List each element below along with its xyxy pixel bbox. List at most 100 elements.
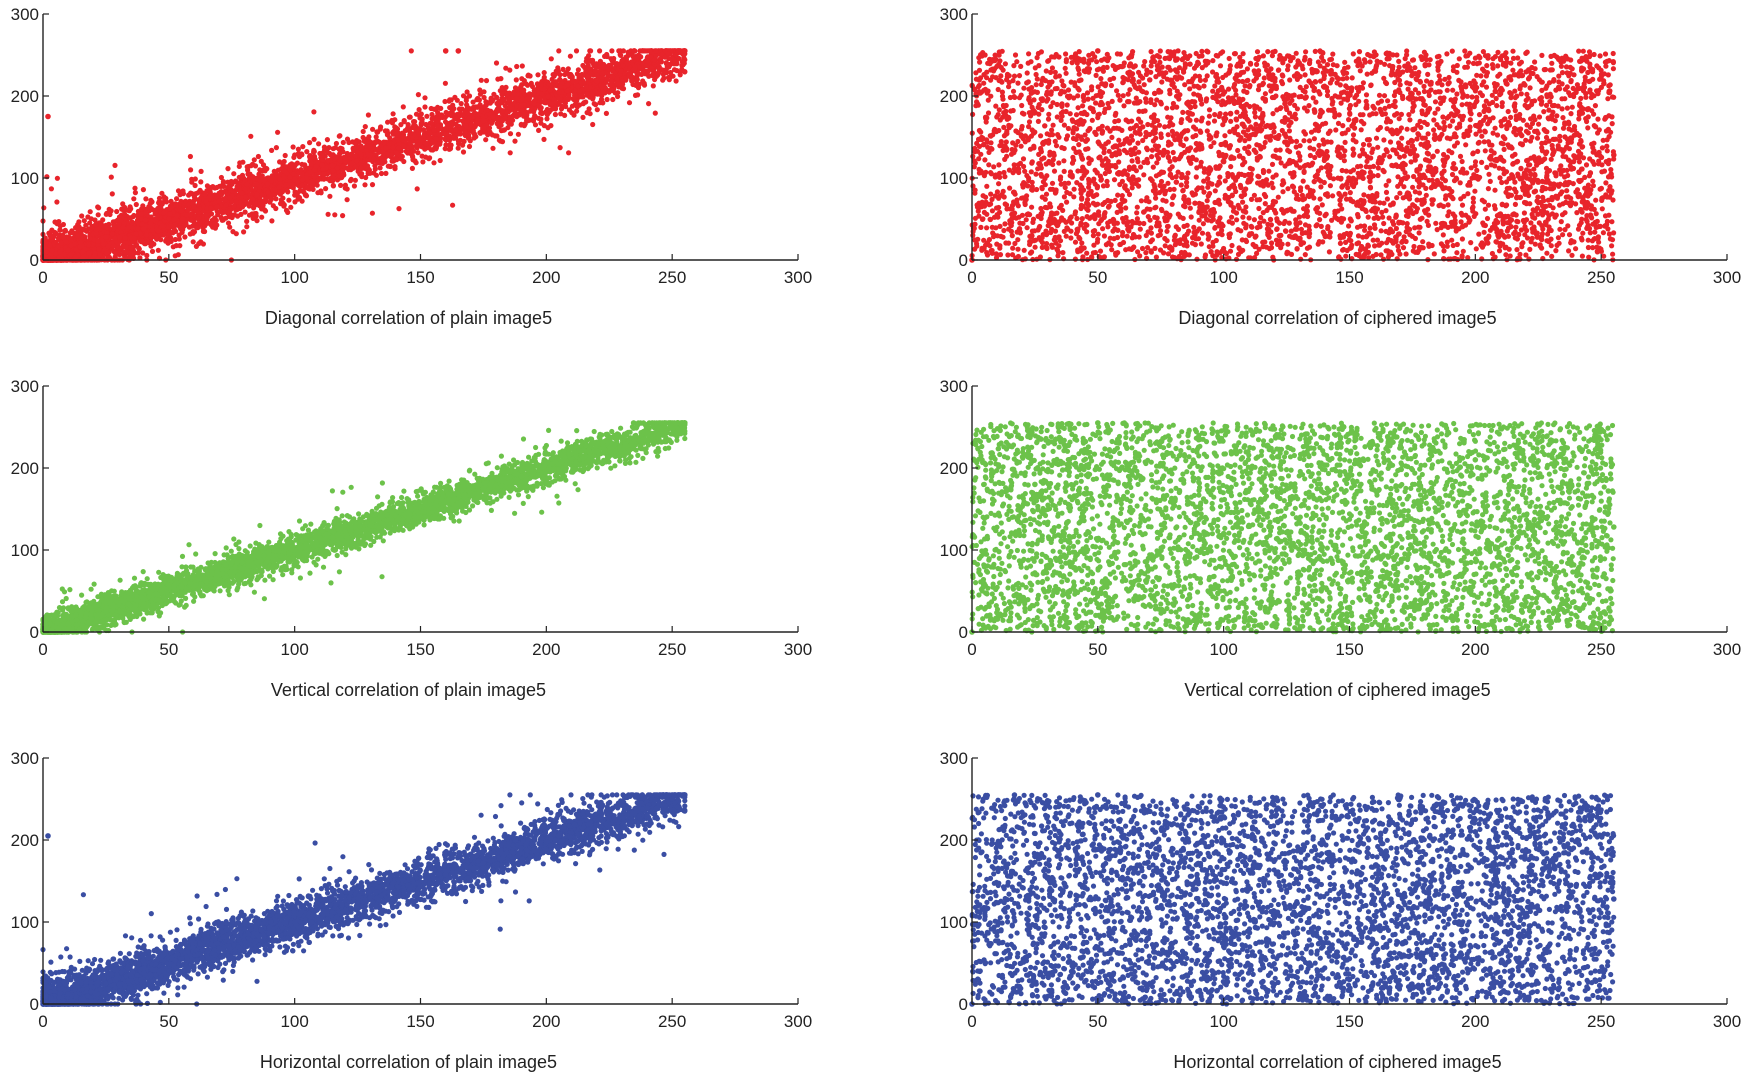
scatter-point bbox=[1152, 91, 1157, 96]
scatter-point bbox=[552, 74, 557, 79]
scatter-point bbox=[144, 233, 149, 238]
scatter-point bbox=[78, 244, 83, 249]
scatter-point bbox=[391, 111, 396, 116]
scatter-point bbox=[682, 48, 688, 54]
scatter-point bbox=[454, 116, 459, 121]
correlation-scatter-figure: 0 50 100 150 200 250 3000100200300Diagonal cor… bbox=[0, 0, 1755, 1083]
scatter-point bbox=[168, 211, 173, 216]
scatter-point bbox=[490, 114, 495, 119]
scatter-point bbox=[338, 146, 343, 151]
x-tick-label: 0 bbox=[38, 268, 47, 287]
scatter-point bbox=[76, 219, 81, 224]
scatter-point bbox=[95, 239, 100, 244]
scatter-point bbox=[1566, 248, 1571, 253]
scatter-point bbox=[262, 166, 267, 171]
scatter-point bbox=[395, 131, 400, 136]
scatter-point bbox=[327, 194, 332, 199]
scatter-point bbox=[330, 178, 335, 183]
scatter-point bbox=[521, 112, 526, 117]
scatter-point bbox=[566, 66, 571, 71]
scatter-point bbox=[537, 96, 542, 101]
scatter-point bbox=[1513, 225, 1518, 230]
scatter-point bbox=[594, 78, 600, 84]
scatter-point bbox=[507, 68, 512, 73]
scatter-point bbox=[1052, 169, 1057, 174]
scatter-point bbox=[1004, 139, 1009, 144]
scatter-point bbox=[1076, 142, 1081, 147]
scatter-point bbox=[202, 229, 207, 234]
scatter-point bbox=[610, 88, 615, 93]
scatter-point bbox=[202, 224, 207, 229]
scatter-point bbox=[424, 114, 429, 119]
scatter-point bbox=[605, 54, 610, 59]
scatter-point bbox=[501, 128, 506, 133]
scatter-point bbox=[299, 167, 304, 172]
scatter-point bbox=[203, 192, 208, 197]
scatter-point bbox=[365, 163, 370, 168]
scatter-point bbox=[558, 145, 563, 150]
scatter-point bbox=[402, 119, 407, 124]
scatter-point bbox=[1046, 112, 1051, 117]
scatter-points bbox=[40, 48, 687, 263]
scatter-point bbox=[585, 110, 590, 115]
scatter-point bbox=[140, 250, 145, 255]
scatter-point bbox=[351, 146, 356, 151]
scatter-point bbox=[574, 48, 579, 53]
scatter-point bbox=[390, 145, 395, 150]
scatter-point bbox=[585, 74, 590, 79]
scatter-point bbox=[503, 103, 508, 108]
scatter-point bbox=[248, 134, 253, 139]
scatter-point bbox=[195, 216, 200, 221]
scatter-point bbox=[186, 193, 191, 198]
scatter-point bbox=[524, 96, 529, 101]
scatter-point bbox=[575, 104, 580, 109]
scatter-point bbox=[415, 150, 420, 155]
scatter-point bbox=[61, 222, 66, 227]
scatter-point bbox=[243, 187, 248, 192]
scatter-point bbox=[505, 91, 510, 96]
scatter-point bbox=[599, 97, 604, 102]
scatter-point bbox=[551, 106, 556, 111]
scatter-point bbox=[153, 209, 158, 214]
scatter-point bbox=[418, 136, 423, 141]
scatter-point bbox=[436, 132, 441, 137]
scatter-point bbox=[319, 190, 324, 195]
scatter-point bbox=[143, 210, 148, 215]
scatter-point bbox=[500, 108, 505, 113]
scatter-point bbox=[442, 99, 447, 104]
scatter-point bbox=[98, 223, 103, 228]
scatter-point bbox=[269, 148, 274, 153]
scatter-point bbox=[321, 157, 326, 162]
scatter-point bbox=[415, 130, 420, 135]
scatter-point bbox=[158, 237, 163, 242]
scatter-point bbox=[380, 157, 385, 162]
scatter-point bbox=[282, 159, 287, 164]
scatter-point bbox=[311, 109, 316, 114]
scatter-point bbox=[514, 64, 519, 69]
scatter-point bbox=[1113, 111, 1118, 116]
scatter-point bbox=[442, 136, 447, 141]
scatter-point bbox=[658, 59, 663, 64]
scatter-point bbox=[52, 219, 57, 224]
scatter-point bbox=[166, 238, 171, 243]
scatter-point bbox=[216, 198, 222, 204]
scatter-point bbox=[96, 212, 101, 217]
scatter-point bbox=[357, 172, 362, 177]
scatter-point bbox=[231, 171, 236, 176]
x-tick-label: 100 bbox=[280, 268, 308, 287]
scatter-point bbox=[549, 83, 554, 88]
scatter-point bbox=[60, 233, 65, 238]
scatter-point bbox=[279, 200, 284, 205]
scatter-point bbox=[600, 89, 605, 94]
scatter-point bbox=[343, 155, 348, 160]
scatter-point bbox=[516, 132, 521, 137]
scatter-point bbox=[259, 159, 264, 164]
scatter-point bbox=[320, 163, 325, 168]
scatter-point bbox=[415, 186, 420, 191]
scatter-point bbox=[483, 137, 488, 142]
y-tick-label: 0 bbox=[30, 251, 39, 270]
scatter-point bbox=[494, 60, 499, 65]
scatter-point bbox=[575, 84, 580, 89]
scatter-point bbox=[532, 102, 537, 107]
scatter-point bbox=[265, 190, 270, 195]
